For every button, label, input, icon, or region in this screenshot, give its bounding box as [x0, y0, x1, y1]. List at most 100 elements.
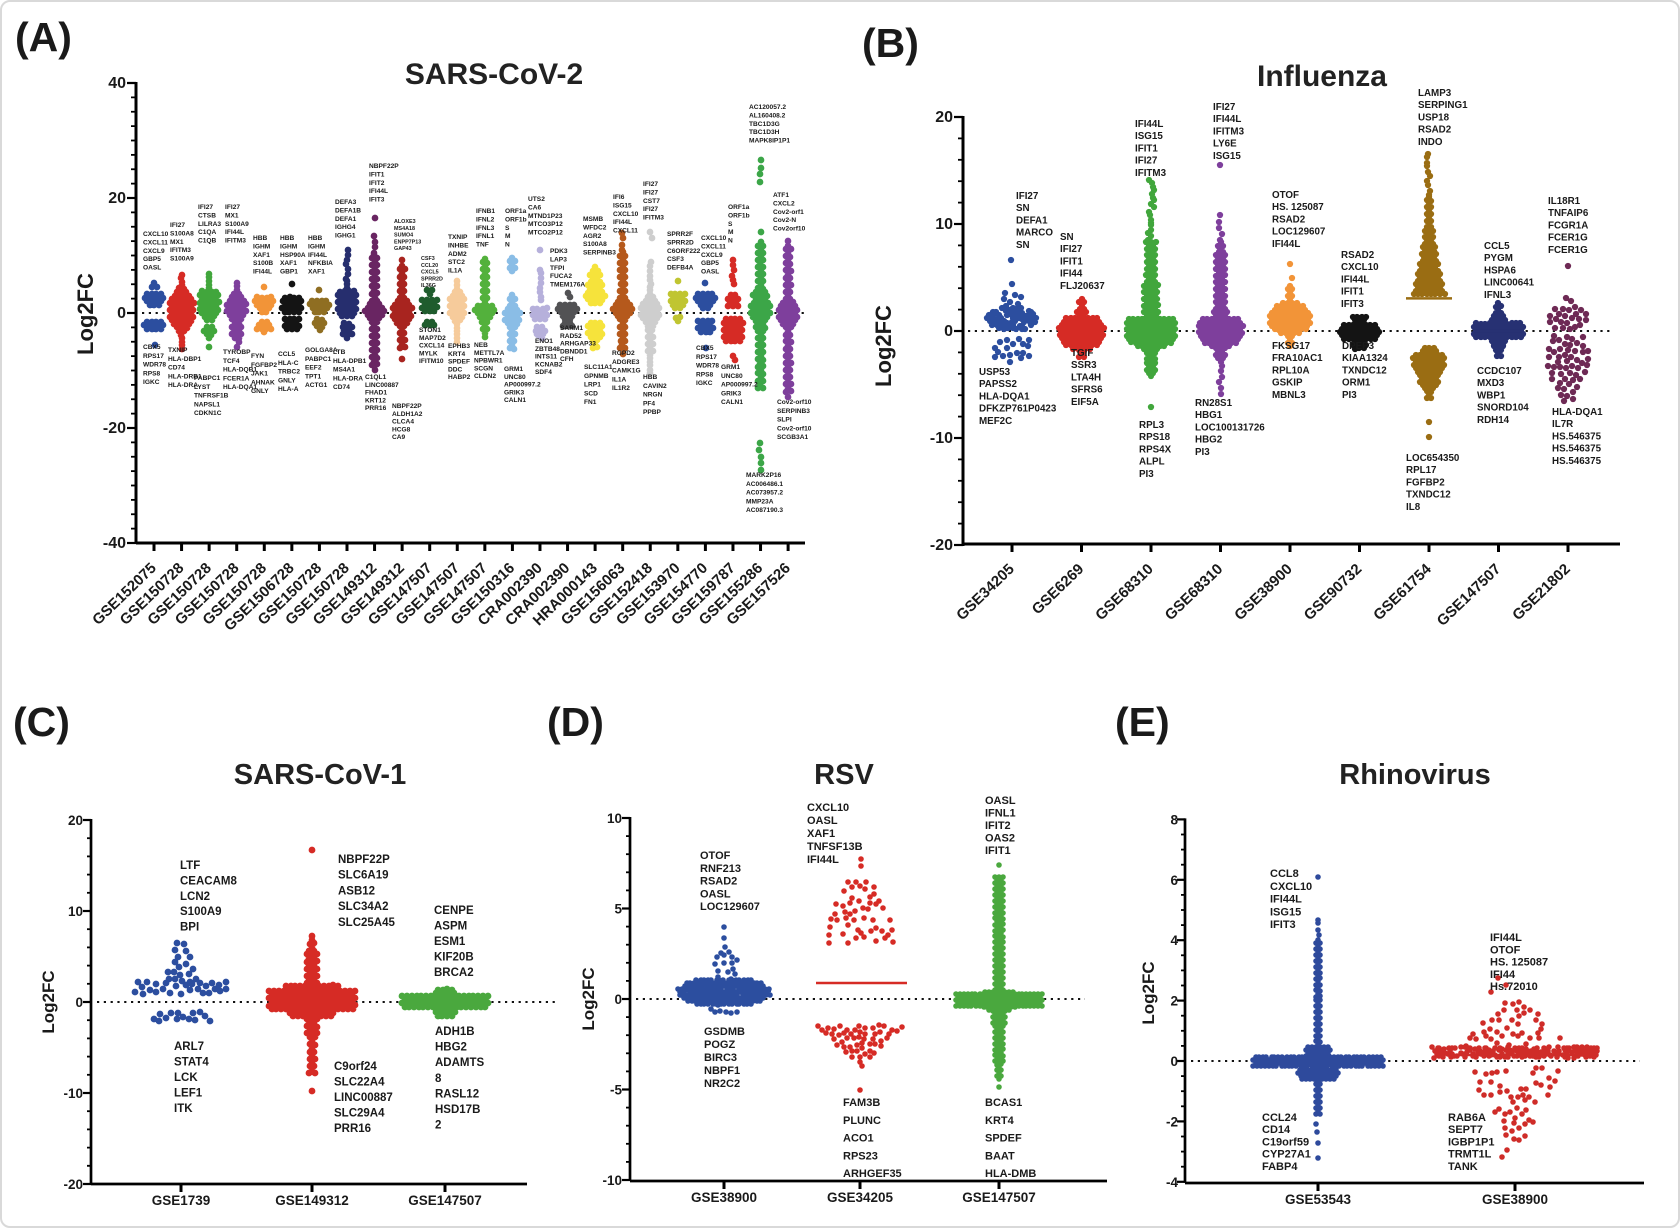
svg-text:GSE147507: GSE147507: [408, 1193, 482, 1208]
svg-text:SLC29A4: SLC29A4: [334, 1108, 385, 1120]
svg-text:10: 10: [68, 904, 83, 919]
svg-text:LAP3: LAP3: [550, 256, 567, 263]
svg-text:NPBWR1: NPBWR1: [474, 358, 503, 365]
svg-text:CXCL11: CXCL11: [701, 243, 726, 250]
svg-text:LAMP3: LAMP3: [1418, 88, 1452, 99]
svg-text:MXD3: MXD3: [1477, 378, 1505, 389]
svg-text:IFI44L: IFI44L: [1135, 119, 1163, 130]
svg-text:Influenza: Influenza: [1257, 60, 1387, 93]
svg-text:NBPF22P: NBPF22P: [369, 163, 399, 170]
svg-text:HLA-DRB1: HLA-DRB1: [168, 373, 202, 380]
svg-text:XAF1: XAF1: [280, 260, 297, 267]
svg-text:CA9: CA9: [392, 434, 406, 441]
svg-text:IFIT3: IFIT3: [1270, 919, 1296, 931]
svg-text:LYST: LYST: [194, 384, 210, 391]
svg-text:ORF1b: ORF1b: [505, 216, 527, 223]
svg-text:SLC6A19: SLC6A19: [338, 870, 389, 882]
svg-text:CXCL10: CXCL10: [1341, 262, 1379, 273]
svg-text:IFI44: IFI44: [1490, 969, 1516, 981]
svg-text:IFITM3: IFITM3: [1135, 168, 1167, 179]
svg-text:IGHM: IGHM: [253, 243, 271, 250]
svg-text:MTCO3P12: MTCO3P12: [528, 221, 563, 228]
svg-text:GSE68310: GSE68310: [1092, 561, 1157, 624]
svg-text:GSE147507: GSE147507: [1434, 561, 1505, 630]
svg-text:AC006486.1: AC006486.1: [746, 481, 783, 488]
svg-text:0: 0: [75, 995, 83, 1010]
svg-text:MARK2P16: MARK2P16: [746, 472, 782, 479]
svg-text:C1QB: C1QB: [198, 238, 217, 245]
svg-text:CXCL9: CXCL9: [701, 252, 723, 259]
svg-text:S100A9: S100A9: [225, 221, 249, 228]
svg-text:SCD: SCD: [584, 390, 598, 397]
svg-text:IGHM: IGHM: [308, 243, 326, 250]
svg-text:IGBP1P1: IGBP1P1: [1448, 1136, 1494, 1148]
svg-text:PPBP: PPBP: [643, 409, 662, 416]
svg-text:AGR2: AGR2: [583, 233, 602, 240]
svg-text:FCER1G: FCER1G: [1548, 233, 1588, 244]
svg-text:CXCL14: CXCL14: [419, 343, 445, 350]
svg-text:N: N: [505, 242, 510, 249]
svg-text:UNC80: UNC80: [721, 373, 743, 380]
svg-text:HLA-DQA1: HLA-DQA1: [1552, 407, 1603, 418]
svg-text:CCL20: CCL20: [421, 263, 438, 269]
svg-text:PI3: PI3: [1139, 469, 1154, 480]
svg-text:Rhinovirus: Rhinovirus: [1339, 759, 1490, 791]
svg-text:CXCL5: CXCL5: [421, 270, 439, 276]
svg-text:TXNDC12: TXNDC12: [1406, 490, 1451, 501]
svg-text:TMEM176A: TMEM176A: [550, 282, 585, 289]
svg-text:-20: -20: [103, 420, 126, 437]
svg-text:EPHB3: EPHB3: [448, 343, 470, 350]
svg-text:TYROBP: TYROBP: [223, 349, 251, 356]
svg-text:FAM3B: FAM3B: [843, 1097, 880, 1109]
svg-text:IFIT1: IFIT1: [1060, 256, 1083, 267]
svg-text:CXCL10: CXCL10: [807, 802, 849, 814]
svg-text:DEFA3: DEFA3: [335, 199, 357, 206]
svg-text:HLA-DQA1: HLA-DQA1: [223, 384, 257, 391]
svg-text:FCER1A: FCER1A: [223, 375, 250, 382]
svg-text:PRR16: PRR16: [334, 1123, 371, 1135]
svg-text:S100A8: S100A8: [583, 241, 607, 248]
svg-text:ISG15: ISG15: [613, 202, 632, 209]
svg-text:GPNMB: GPNMB: [584, 373, 609, 380]
svg-text:INHBE: INHBE: [448, 242, 469, 249]
svg-text:IL7R: IL7R: [1552, 419, 1573, 430]
svg-text:IFI27: IFI27: [1060, 244, 1083, 255]
svg-text:RPS8: RPS8: [143, 370, 161, 377]
svg-text:ORF1a: ORF1a: [505, 208, 527, 215]
svg-text:HS. 125087: HS. 125087: [1272, 202, 1324, 213]
svg-text:FYN: FYN: [251, 353, 264, 360]
svg-text:OAS2: OAS2: [985, 833, 1015, 845]
svg-text:NAPSL1: NAPSL1: [194, 401, 220, 408]
svg-text:IFITM3: IFITM3: [170, 247, 191, 254]
svg-text:IFI44L: IFI44L: [807, 854, 839, 866]
svg-text:RPL17: RPL17: [1406, 465, 1437, 476]
svg-text:OASL: OASL: [143, 265, 161, 272]
svg-text:IGHM: IGHM: [280, 243, 298, 250]
svg-text:HSP90A: HSP90A: [280, 252, 306, 259]
svg-text:LEF1: LEF1: [174, 1088, 203, 1100]
svg-text:OTOF: OTOF: [1490, 944, 1521, 956]
svg-text:LINC00887: LINC00887: [334, 1092, 393, 1104]
svg-text:HSPA6: HSPA6: [1484, 265, 1516, 276]
svg-text:-10: -10: [63, 1086, 83, 1101]
svg-text:GBP5: GBP5: [143, 256, 161, 263]
svg-text:HCG8: HCG8: [392, 426, 411, 433]
svg-text:LRP1: LRP1: [584, 382, 601, 389]
svg-text:GRIK3: GRIK3: [504, 389, 524, 396]
svg-text:WDR78: WDR78: [696, 363, 719, 370]
svg-text:GSE1739: GSE1739: [152, 1193, 211, 1208]
svg-text:PLUNC: PLUNC: [843, 1115, 881, 1127]
svg-text:DFKZP761P0423: DFKZP761P0423: [979, 404, 1057, 415]
svg-text:USP18: USP18: [1418, 112, 1450, 123]
svg-text:PYGM: PYGM: [1484, 253, 1513, 264]
svg-text:S: S: [505, 225, 510, 232]
svg-text:CBX5: CBX5: [696, 345, 714, 352]
svg-text:CYP27A1: CYP27A1: [1262, 1149, 1311, 1161]
svg-text:IL1A: IL1A: [612, 376, 627, 383]
svg-text:20: 20: [68, 813, 83, 828]
svg-text:ISG15: ISG15: [1213, 151, 1241, 162]
svg-text:MS4A1: MS4A1: [333, 367, 355, 374]
svg-text:NBPF22P: NBPF22P: [338, 854, 390, 866]
svg-text:IFI44L: IFI44L: [1272, 239, 1300, 250]
svg-text:CCL5: CCL5: [1484, 241, 1510, 252]
